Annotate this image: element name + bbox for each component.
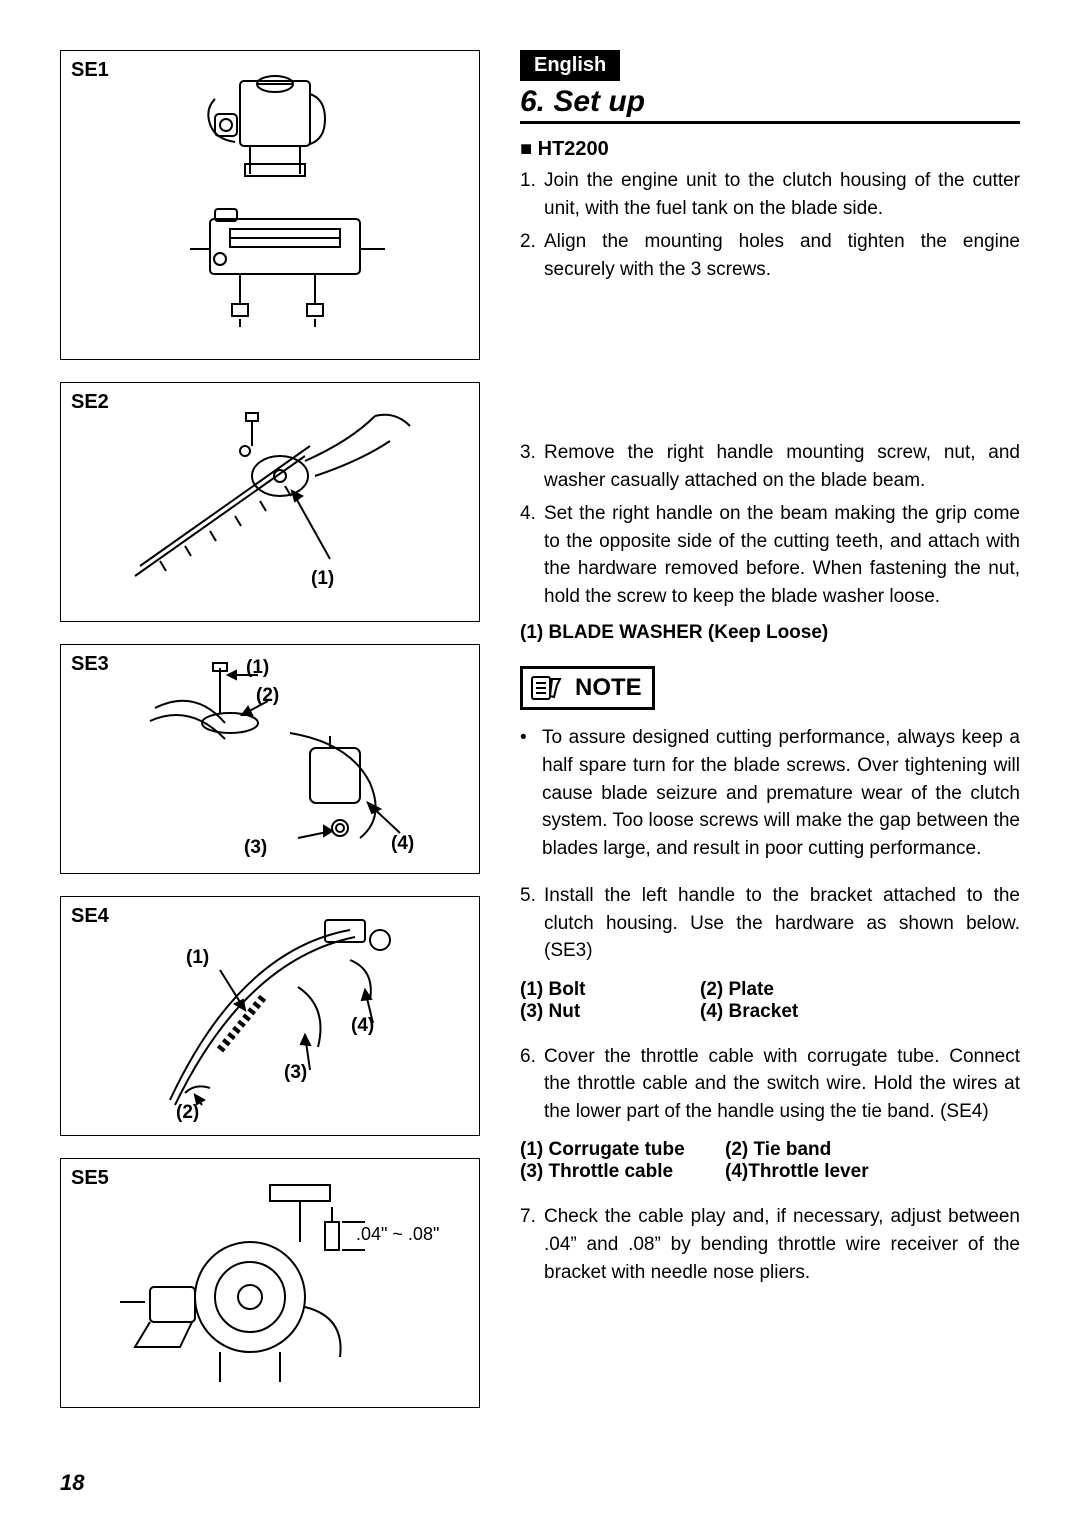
figures-column: SE1: [60, 50, 480, 1430]
step-6: 6.Cover the throttle cable with corrugat…: [520, 1043, 1020, 1126]
section-title: 6. Set up: [520, 85, 1020, 124]
callout-1: (1): [186, 947, 209, 969]
se3-illustration: [80, 653, 460, 853]
callout-1: (1): [246, 657, 269, 679]
figure-label: SE5: [71, 1167, 109, 1190]
spacer: [520, 289, 1020, 439]
page-number: 18: [60, 1470, 84, 1496]
figure-se5: SE5: [60, 1158, 480, 1408]
se1-illustration: [120, 59, 420, 339]
callout-1: (1): [311, 568, 334, 590]
step-4: 4.Set the right handle on the beam makin…: [520, 500, 1020, 610]
parts-table-se3: (1) Bolt(2) Plate (3) Nut(4) Bracket: [520, 979, 1020, 1023]
note-box: NOTE: [520, 666, 655, 710]
callout-2: (2): [256, 685, 279, 707]
part-4: (4) Bracket: [700, 1001, 880, 1023]
step-2: 2.Align the mounting holes and tighten t…: [520, 228, 1020, 283]
language-badge: English: [520, 50, 620, 81]
part-2: (2) Tie band: [725, 1139, 905, 1161]
steps-list-1: 1.Join the engine unit to the clutch hou…: [520, 167, 1020, 283]
se4-illustration: [80, 905, 460, 1115]
model-heading: HT2200: [520, 138, 1020, 161]
figure-se1: SE1: [60, 50, 480, 360]
callout-4: (4): [391, 833, 414, 855]
step-1: 1.Join the engine unit to the clutch hou…: [520, 167, 1020, 222]
callout-4: (4): [351, 1015, 374, 1037]
figure-label: SE3: [71, 653, 109, 676]
step-7: 7.Check the cable play and, if necessary…: [520, 1203, 1020, 1286]
steps-list-5: 7.Check the cable play and, if necessary…: [520, 1203, 1020, 1286]
se5-illustration: [80, 1167, 460, 1392]
step-5: 5.Install the left handle to the bracket…: [520, 882, 1020, 965]
part-3: (3) Nut: [520, 1001, 700, 1023]
figure-se3: SE3: [60, 644, 480, 874]
figure-label: SE2: [71, 391, 109, 414]
step-3: 3.Remove the right handle mounting screw…: [520, 439, 1020, 494]
figure-se2: SE2: [60, 382, 480, 622]
blade-washer-label: (1) BLADE WASHER (Keep Loose): [520, 622, 1020, 644]
steps-list-4: 6.Cover the throttle cable with corrugat…: [520, 1043, 1020, 1126]
part-1: (1) Bolt: [520, 979, 700, 1001]
callout-3: (3): [244, 837, 267, 859]
figure-label: SE4: [71, 905, 109, 928]
part-2: (2) Plate: [700, 979, 880, 1001]
manual-page: SE1: [0, 0, 1080, 1526]
header-block: English 6. Set up: [520, 50, 1020, 124]
callout-2: (2): [176, 1102, 199, 1124]
note-icon: [529, 673, 565, 703]
note-label: NOTE: [575, 674, 642, 702]
two-column-layout: SE1: [60, 50, 1020, 1430]
dimension-text: .04" ~ .08": [356, 1224, 439, 1245]
figure-se4: SE4: [60, 896, 480, 1136]
callout-3: (3): [284, 1062, 307, 1084]
part-1: (1) Corrugate tube: [520, 1139, 725, 1161]
note-body: • To assure designed cutting performance…: [520, 724, 1020, 862]
figure-label: SE1: [71, 59, 109, 82]
part-4: (4)Throttle lever: [725, 1161, 905, 1183]
steps-list-2: 3.Remove the right handle mounting screw…: [520, 439, 1020, 610]
se2-illustration: [80, 391, 460, 601]
steps-list-3: 5.Install the left handle to the bracket…: [520, 882, 1020, 965]
parts-table-se4: (1) Corrugate tube(2) Tie band (3) Throt…: [520, 1139, 1020, 1183]
part-3: (3) Throttle cable: [520, 1161, 725, 1183]
text-column: English 6. Set up HT2200 1.Join the engi…: [520, 50, 1020, 1430]
